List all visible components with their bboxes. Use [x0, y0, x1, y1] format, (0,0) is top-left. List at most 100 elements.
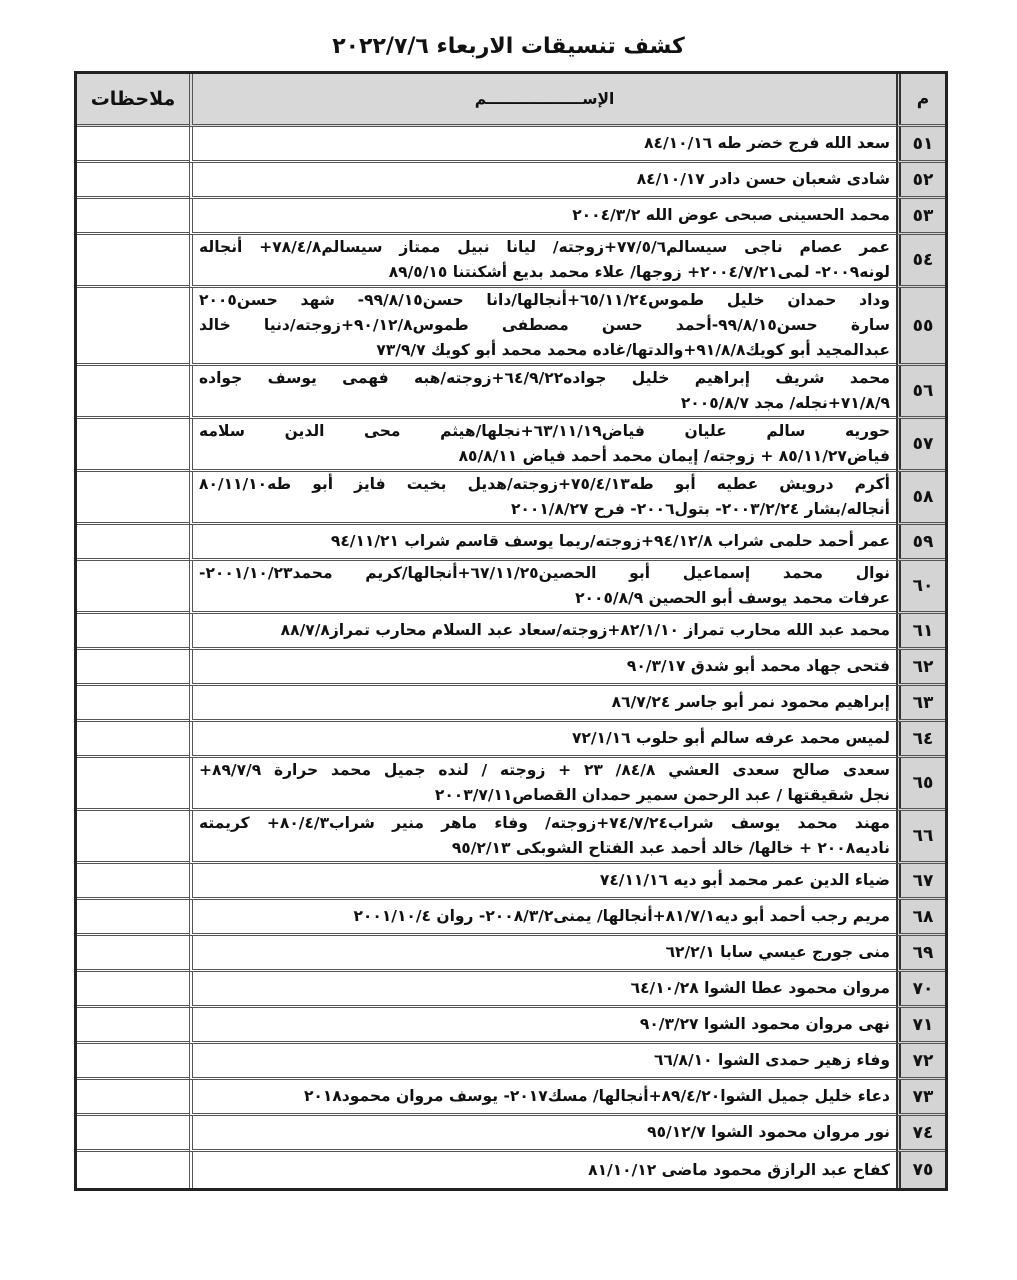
name-line: ضياء الدين عمر محمد أبو ديه ٧٤/١١/١٦: [599, 871, 890, 889]
row-number: ٦٥: [896, 758, 945, 811]
name-line: أنجاله/بشار ٢٠٠٣/٢/٢٤- بتول٢٠٠٦- فرح ٢٠٠…: [510, 500, 890, 518]
table-header-row: م الإســــــــــــــــــم ملاحظات: [77, 74, 945, 127]
row-name-cell: حوريه سالم عليان فياض٦٣/١١/١٩+نجلها/هيثم…: [189, 419, 896, 472]
row-name-cell: محمد الحسينى صبحى عوض الله ٢٠٠٤/٣/٢: [189, 199, 896, 235]
row-name-cell: منى جورج عيسي سابا ٦٢/٢/١: [189, 936, 896, 972]
name-line: نهى مروان محمود الشوا ٩٠/٣/٢٧: [639, 1015, 890, 1033]
row-notes-cell: [77, 972, 189, 1008]
row-notes-cell: [77, 811, 189, 864]
name-line: سعدى صالح سعدى العشي ٨٤/٨/ ٢٣ + زوجته / …: [199, 761, 890, 779]
row-name-cell: نور مروان محمود الشوا ٩٥/١٢/٧: [189, 1116, 896, 1152]
row-name-cell: عمر أحمد حلمى شراب ٩٤/١٢/٨+زوجته/ريما يو…: [189, 525, 896, 561]
row-name-cell: ضياء الدين عمر محمد أبو ديه ٧٤/١١/١٦: [189, 864, 896, 900]
row-number: ٦٠: [896, 561, 945, 614]
row-number: ٧٢: [896, 1044, 945, 1080]
name-line: وداد حمدان خليل طموس٦٥/١١/٢٤+أنجالها/دان…: [199, 291, 890, 309]
row-number: ٦٤: [896, 722, 945, 758]
row-notes-cell: [77, 614, 189, 650]
row-notes-cell: [77, 1044, 189, 1080]
row-notes-cell: [77, 650, 189, 686]
name-line: عرفات محمد يوسف أبو الحصين ٢٠٠٥/٨/٩: [575, 589, 890, 607]
row-name-cell: كفاح عبد الرازق محمود ماضى ٨١/١٠/١٢: [189, 1152, 896, 1188]
table-row: ٦٨ مريم رجب أحمد أبو ديه٨١/٧/١+أنجالها/ ي…: [77, 900, 945, 936]
name-line: وفاء زهير حمدى الشوا ٦٦/٨/١٠: [653, 1051, 890, 1069]
row-number: ٦٩: [896, 936, 945, 972]
row-notes-cell: [77, 127, 189, 163]
row-name-cell: إبراهيم محمود نمر أبو جاسر ٨٦/٧/٢٤: [189, 686, 896, 722]
row-number: ٥٤: [896, 235, 945, 288]
name-line: حوريه سالم عليان فياض٦٣/١١/١٩+نجلها/هيثم…: [199, 422, 890, 440]
name-line: لونه٢٠٠٩- لمى٢٠٠٤/٧/٢١+ زوجها/ علاء محمد…: [388, 263, 890, 281]
table-row: ٦١ محمد عبد الله محارب تمراز ٨٢/١/١٠+زوجت…: [77, 614, 945, 650]
name-line: عمر أحمد حلمى شراب ٩٤/١٢/٨+زوجته/ريما يو…: [330, 532, 890, 550]
name-line: أكرم درويش عطيه أبو طه٧٥/٤/١٣+زوجته/هديل…: [199, 475, 890, 493]
name-line: مروان محمود عطا الشوا ٦٤/١٠/٢٨: [630, 979, 890, 997]
row-number: ٥٢: [896, 163, 945, 199]
header-notes: ملاحظات: [77, 74, 189, 127]
row-name-cell: وفاء زهير حمدى الشوا ٦٦/٨/١٠: [189, 1044, 896, 1080]
name-line: محمد عبد الله محارب تمراز ٨٢/١/١٠+زوجته/…: [280, 621, 890, 639]
name-line: كفاح عبد الرازق محمود ماضى ٨١/١٠/١٢: [588, 1160, 890, 1179]
row-name-cell: مروان محمود عطا الشوا ٦٤/١٠/٢٨: [189, 972, 896, 1008]
name-line: نور مروان محمود الشوا ٩٥/١٢/٧: [647, 1123, 890, 1141]
row-number: ٥١: [896, 127, 945, 163]
name-line: شادى شعبان حسن دادر ٨٤/١٠/١٧: [636, 170, 890, 188]
table-row: ٧٥ كفاح عبد الرازق محمود ماضى ٨١/١٠/١٢: [77, 1152, 945, 1188]
table-row: ٧٤ نور مروان محمود الشوا ٩٥/١٢/٧: [77, 1116, 945, 1152]
row-notes-cell: [77, 1080, 189, 1116]
row-number: ٥٩: [896, 525, 945, 561]
row-notes-cell: [77, 1008, 189, 1044]
row-number: ٦١: [896, 614, 945, 650]
name-line: سارة حسن٩٩/٨/١٥-أحمد حسن مصطفى طموس٩٠/١٢…: [199, 316, 890, 334]
row-name-cell: مريم رجب أحمد أبو ديه٨١/٧/١+أنجالها/ يمن…: [189, 900, 896, 936]
row-notes-cell: [77, 1152, 189, 1188]
row-name-cell: سعدى صالح سعدى العشي ٨٤/٨/ ٢٣ + زوجته / …: [189, 758, 896, 811]
row-notes-cell: [77, 758, 189, 811]
name-line: عمر عصام ناجى سيسالم٧٧/٥/٦+زوجته/ ليانا …: [199, 238, 890, 256]
table-row: ٥٣ محمد الحسينى صبحى عوض الله ٢٠٠٤/٣/٢: [77, 199, 945, 235]
row-number: ٧١: [896, 1008, 945, 1044]
row-notes-cell: [77, 163, 189, 199]
row-name-cell: محمد عبد الله محارب تمراز ٨٢/١/١٠+زوجته/…: [189, 614, 896, 650]
table-row: ٦٤ لميس محمد عرفه سالم أبو حلوب ٧٢/١/١٦: [77, 722, 945, 758]
coordination-table: م الإســــــــــــــــــم ملاحظات ٥١ سعد …: [74, 71, 948, 1191]
row-number: ٥٦: [896, 366, 945, 419]
table-row: ٦٦ مهند محمد يوسف شراب٧٤/٧/٢٤+زوجته/ وفاء…: [77, 811, 945, 864]
row-notes-cell: [77, 1116, 189, 1152]
row-number: ٦٣: [896, 686, 945, 722]
name-line: دعاء خليل جميل الشوا٨٩/٤/٢٠+أنجالها/ مسك…: [303, 1087, 890, 1105]
row-notes-cell: [77, 288, 189, 366]
row-notes-cell: [77, 936, 189, 972]
table-row: ٥٤ عمر عصام ناجى سيسالم٧٧/٥/٦+زوجته/ ليان…: [77, 235, 945, 288]
name-line: مهند محمد يوسف شراب٧٤/٧/٢٤+زوجته/ وفاء م…: [199, 814, 890, 832]
row-notes-cell: [77, 235, 189, 288]
row-number: ٦٢: [896, 650, 945, 686]
name-line: ٧١/٨/٩+نجله/ مجد ٢٠٠٥/٨/٧: [680, 394, 890, 412]
table-row: ٦٣ إبراهيم محمود نمر أبو جاسر ٨٦/٧/٢٤: [77, 686, 945, 722]
row-number: ٥٨: [896, 472, 945, 525]
table-row: ٦٧ ضياء الدين عمر محمد أبو ديه ٧٤/١١/١٦: [77, 864, 945, 900]
table-row: ٦٥ سعدى صالح سعدى العشي ٨٤/٨/ ٢٣ + زوجته …: [77, 758, 945, 811]
row-number: ٦٧: [896, 864, 945, 900]
table-row: ٥٩ عمر أحمد حلمى شراب ٩٤/١٢/٨+زوجته/ريما …: [77, 525, 945, 561]
row-name-cell: فتحى جهاد محمد أبو شدق ٩٠/٣/١٧: [189, 650, 896, 686]
header-number: م: [896, 74, 945, 127]
table-row: ٥٨ أكرم درويش عطيه أبو طه٧٥/٤/١٣+زوجته/هد…: [77, 472, 945, 525]
table-row: ٧١ نهى مروان محمود الشوا ٩٠/٣/٢٧: [77, 1008, 945, 1044]
header-name: الإســــــــــــــــــم: [189, 74, 896, 127]
name-line: سعد الله فرج خضر طه ٨٤/١٠/١٦: [644, 134, 890, 152]
row-name-cell: أكرم درويش عطيه أبو طه٧٥/٤/١٣+زوجته/هديل…: [189, 472, 896, 525]
row-notes-cell: [77, 472, 189, 525]
name-line: عبدالمجيد أبو كويك٩١/٨/٨+والدتها/غاده مح…: [376, 341, 890, 359]
name-line: مريم رجب أحمد أبو ديه٨١/٧/١+أنجالها/ يمن…: [353, 907, 890, 925]
table-row: ٦٢ فتحى جهاد محمد أبو شدق ٩٠/٣/١٧: [77, 650, 945, 686]
row-notes-cell: [77, 722, 189, 758]
name-line: محمد شريف إبراهيم خليل جواده٦٤/٩/٢٢+زوجت…: [199, 369, 890, 387]
row-name-cell: مهند محمد يوسف شراب٧٤/٧/٢٤+زوجته/ وفاء م…: [189, 811, 896, 864]
row-number: ٦٨: [896, 900, 945, 936]
table-row: ٦٩ منى جورج عيسي سابا ٦٢/٢/١: [77, 936, 945, 972]
row-name-cell: دعاء خليل جميل الشوا٨٩/٤/٢٠+أنجالها/ مسك…: [189, 1080, 896, 1116]
table-row: ٧٢ وفاء زهير حمدى الشوا ٦٦/٨/١٠: [77, 1044, 945, 1080]
row-name-cell: لميس محمد عرفه سالم أبو حلوب ٧٢/١/١٦: [189, 722, 896, 758]
row-number: ٧٤: [896, 1116, 945, 1152]
